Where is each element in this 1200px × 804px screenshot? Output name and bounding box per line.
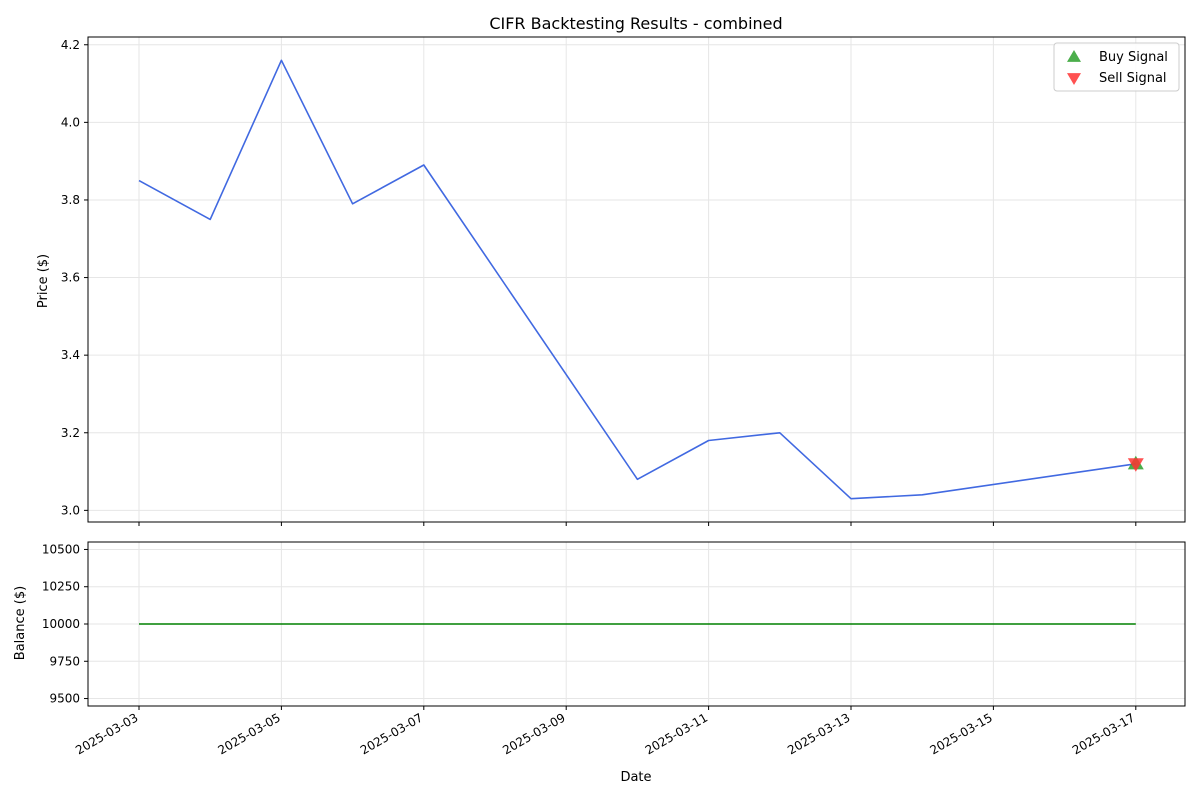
x-tick-label: 2025-03-03 <box>73 710 140 757</box>
legend-entry-label: Buy Signal <box>1099 50 1168 65</box>
axes-frame-balance <box>87 541 1186 707</box>
price-series-line <box>138 59 1136 500</box>
y-tick-label: 4.2 <box>61 38 80 52</box>
y-tick-label: 9750 <box>49 654 80 668</box>
y-tick-label: 3.6 <box>61 271 80 285</box>
legend-buy-icon <box>1067 50 1081 62</box>
y-tick-label: 3.8 <box>61 193 80 207</box>
grid-lines-price <box>88 37 1185 522</box>
grid-lines-balance <box>88 542 1185 706</box>
y-tick-label: 3.2 <box>61 426 80 440</box>
y-tick-label: 10500 <box>42 542 80 556</box>
x-tick-label: 2025-03-09 <box>500 710 567 757</box>
x-axis-label: Date <box>620 770 651 785</box>
legend: Buy Signal Sell Signal <box>1053 42 1180 92</box>
sell-signal-marker <box>1127 458 1144 472</box>
x-tick-label: 2025-03-17 <box>1070 710 1137 757</box>
x-tick-label: 2025-03-15 <box>927 710 994 757</box>
legend-entry-label: Sell Signal <box>1099 71 1167 86</box>
y-tick-label: 10000 <box>42 617 80 631</box>
price-y-axis-label: Price ($) <box>36 254 51 308</box>
x-tick-label: 2025-03-07 <box>358 710 425 757</box>
chart-title: CIFR Backtesting Results - combined <box>489 14 782 33</box>
legend-sell-icon <box>1067 73 1081 85</box>
legend-box <box>1053 42 1180 92</box>
x-tick-label: 2025-03-11 <box>643 710 710 757</box>
y-tick-label: 3.0 <box>61 503 80 517</box>
y-tick-label: 10250 <box>42 580 80 594</box>
y-tick-label: 3.4 <box>61 348 80 362</box>
x-tick-label: 2025-03-05 <box>215 710 282 757</box>
y-tick-label: 4.0 <box>61 115 80 129</box>
y-tick-label: 9500 <box>49 692 80 706</box>
x-tick-label: 2025-03-13 <box>785 710 852 757</box>
axes-frame-price <box>87 36 1186 523</box>
balance-y-axis-label: Balance ($) <box>13 586 28 660</box>
